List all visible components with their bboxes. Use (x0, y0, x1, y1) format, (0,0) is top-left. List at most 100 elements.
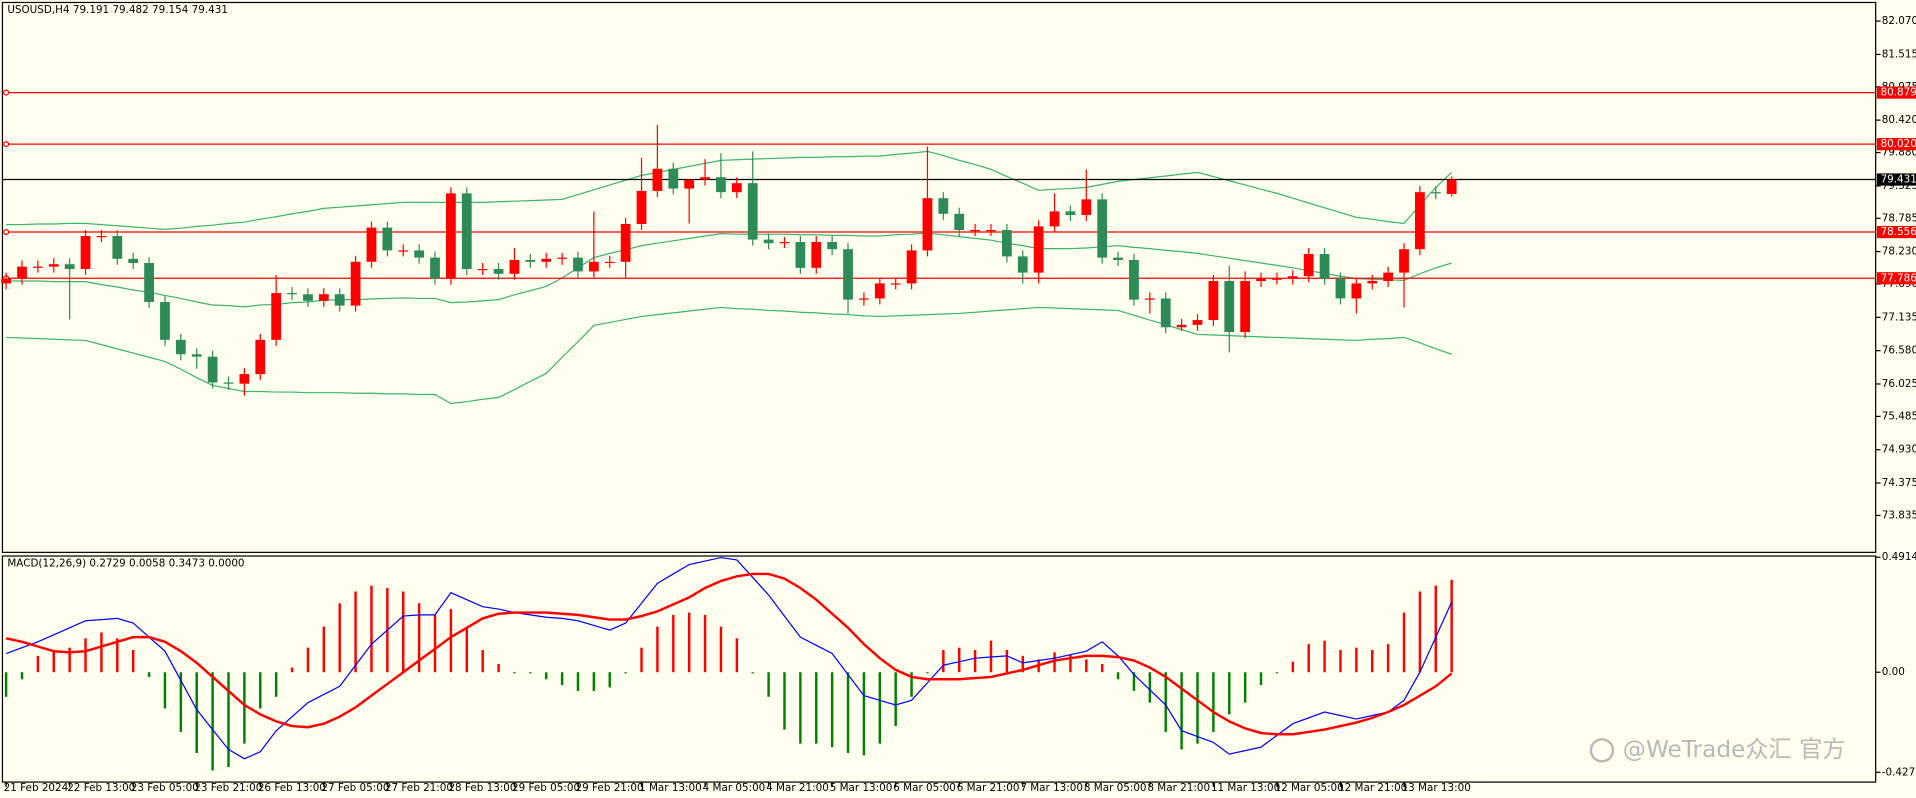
candle-body (731, 183, 742, 193)
candle-body (223, 382, 234, 384)
candle-body (1319, 254, 1330, 279)
candle-body (32, 266, 43, 268)
level-tag (1876, 225, 1916, 239)
candle-body (874, 283, 885, 299)
candle-body (1049, 211, 1060, 227)
x-tick-label: 6 Mar 05:00 (893, 782, 956, 794)
candle-body (890, 283, 901, 285)
candle-body (350, 261, 361, 306)
macd-chart: 0.4914 0.00 -0.4276 (4, 551, 1916, 778)
candle-body (1303, 254, 1314, 277)
candle-body (80, 235, 91, 270)
x-tick-label: 27 Feb 05:00 (321, 782, 389, 794)
x-tick-label: 8 Mar 05:00 (1084, 782, 1147, 794)
candle-body (48, 264, 59, 267)
candle-body (446, 193, 456, 279)
macd-line (5, 556, 1453, 760)
candle-body (652, 168, 663, 191)
candle-body (668, 168, 679, 189)
x-tick-label: 22 Feb 13:00 (67, 782, 135, 794)
level-tag (1876, 272, 1916, 285)
candle-body (525, 260, 536, 262)
candle-body (970, 229, 980, 232)
level-tag (1876, 138, 1916, 151)
x-tick-label: 6 Mar 21:00 (957, 782, 1020, 794)
level-tag (1876, 86, 1916, 99)
watermark: @WeTrade众汇 官方 (1589, 736, 1846, 763)
y-tick-label: 74.930 (1882, 444, 1916, 456)
x-tick-label: 12 Mar 21:00 (1338, 782, 1407, 794)
band-middle (6, 232, 1452, 308)
candle-body (843, 249, 853, 300)
candle-body (1113, 257, 1123, 261)
level-anchor (3, 89, 10, 96)
x-tick-label: 13 Mar 13:00 (1402, 782, 1471, 794)
x-tick-label: 23 Feb 21:00 (194, 782, 262, 794)
candle-body (1367, 281, 1378, 284)
x-tick-label: 5 Mar 13:00 (830, 782, 893, 794)
candle-body (318, 294, 329, 301)
level-anchor (3, 228, 10, 236)
x-tick-label: 23 Feb 05:00 (131, 782, 199, 794)
x-tick-label: 11 Mar 13:00 (1211, 782, 1280, 794)
x-tick-label: 7 Mar 13:00 (1020, 782, 1083, 794)
level-tag (1876, 173, 1916, 186)
candle-body (1129, 260, 1139, 300)
y-tick-label: 0.4914 (1882, 551, 1916, 563)
candle-body (859, 298, 869, 300)
y-tick-label: 75.485 (1882, 410, 1916, 422)
y-tick-label: 78.230 (1882, 246, 1916, 258)
band-lower (6, 306, 1452, 405)
watermark-icon (1589, 738, 1615, 763)
candle-body (1224, 281, 1235, 333)
candle-body (477, 269, 488, 271)
candle-body (334, 294, 345, 306)
candle-body (1335, 278, 1346, 299)
level-anchor (3, 141, 10, 148)
candle-body (938, 198, 949, 214)
y-tick-label: 74.375 (1882, 477, 1916, 489)
candle-body (1033, 226, 1044, 273)
candle-body (144, 263, 154, 303)
candle-body (1001, 229, 1012, 257)
y-tick-label: 78.785 (1882, 212, 1916, 224)
y-tick-label: 77.135 (1882, 311, 1916, 323)
level-label: 80.020 (1881, 138, 1916, 150)
candle-body (1081, 199, 1092, 215)
candle-body (1176, 324, 1187, 328)
candle-body (1446, 179, 1457, 194)
x-tick-label: 29 Feb 21:00 (576, 782, 644, 794)
candle-body (493, 269, 504, 274)
candle-body (763, 239, 774, 244)
y-tick-label: 82.070 (1882, 15, 1916, 27)
candle-body (700, 177, 710, 180)
level-label: 79.431 (1881, 174, 1916, 186)
candle-body (620, 223, 631, 262)
candle-body (160, 302, 170, 340)
candle-body (1208, 281, 1219, 321)
candle-body (461, 193, 472, 270)
candle-body (588, 261, 599, 272)
candle-body (684, 179, 695, 189)
candle-body (398, 250, 409, 252)
candle-body (255, 339, 266, 375)
candle-body (191, 354, 202, 357)
candle-body (1256, 278, 1266, 282)
macd-title: MACD(12,26,9) 0.2729 0.0058 0.3473 0.000… (7, 557, 244, 569)
level-label: 77.786 (1881, 272, 1916, 284)
candle-body (1144, 298, 1155, 300)
candle-body (1097, 199, 1108, 258)
candle-body (1287, 276, 1298, 279)
candle-body (287, 293, 297, 295)
candle-body (382, 227, 393, 251)
y-tick-label: 76.025 (1882, 378, 1916, 390)
y-tick-label: 81.515 (1882, 48, 1916, 60)
candle-body (827, 241, 838, 250)
y-tick-label: -0.4276 (1882, 766, 1916, 778)
candle-body (1240, 281, 1251, 333)
macd-panel (1, 555, 1877, 783)
x-tick-label: 28 Feb 13:00 (448, 782, 516, 794)
candle-body (604, 261, 615, 264)
candle-body (811, 241, 822, 268)
candle-body (239, 374, 250, 384)
